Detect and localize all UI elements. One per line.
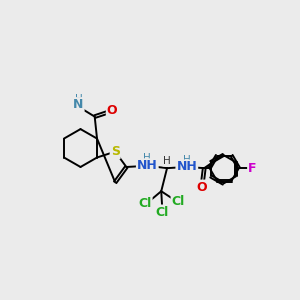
Text: H: H xyxy=(143,153,151,164)
Text: N: N xyxy=(73,98,84,111)
Text: O: O xyxy=(107,104,117,117)
Text: Cl: Cl xyxy=(172,195,185,208)
Text: O: O xyxy=(196,181,207,194)
Text: S: S xyxy=(111,145,120,158)
Text: H: H xyxy=(163,156,171,166)
Text: H: H xyxy=(74,94,82,103)
Text: NH: NH xyxy=(137,159,158,172)
Text: Cl: Cl xyxy=(156,206,169,218)
Text: NH: NH xyxy=(176,160,197,173)
Text: Cl: Cl xyxy=(138,197,152,210)
Text: F: F xyxy=(248,162,256,175)
Text: H: H xyxy=(183,154,191,165)
